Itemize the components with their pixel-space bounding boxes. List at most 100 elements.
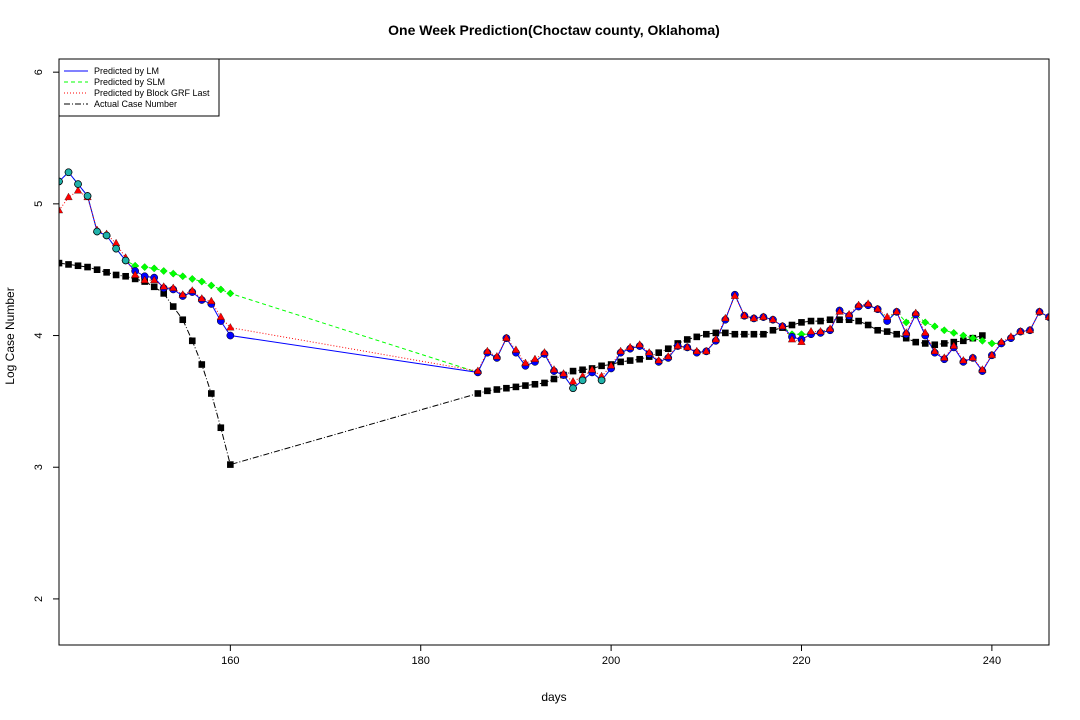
data-point-grf: [797, 337, 806, 345]
data-point-grf: [207, 296, 216, 305]
data-point-actual: [550, 375, 558, 383]
data-point-actual: [103, 269, 110, 276]
data-point-slm: [968, 334, 977, 343]
data-point-grf: [892, 307, 901, 315]
data-point-actual: [807, 317, 815, 325]
data-point-actual: [493, 386, 501, 393]
y-tick-label: 4: [33, 332, 45, 338]
data-point-actual: [931, 341, 939, 349]
data-point-grf: [787, 334, 797, 343]
legend-label-actual: Actual Case Number: [94, 99, 177, 109]
x-axis-label: days: [541, 690, 566, 704]
data-point-actual: [122, 272, 129, 280]
data-point-actual: [636, 355, 643, 363]
y-tick-label: 3: [33, 464, 45, 470]
data-point-grf: [178, 290, 187, 298]
x-tick-label: 180: [412, 655, 430, 667]
data-point-grf: [759, 312, 768, 320]
y-tick-label: 2: [33, 596, 45, 602]
data-point-grf: [873, 304, 882, 312]
data-point-grf: [530, 354, 540, 362]
data-point-actual: [693, 333, 701, 341]
data-point-grf: [835, 307, 844, 315]
data-point-actual: [703, 330, 710, 338]
data-point-lm-slm-overlap: [59, 177, 63, 186]
data-point-actual: [227, 461, 234, 468]
data-point-actual: [731, 330, 739, 338]
data-point-slm: [159, 267, 168, 275]
data-point-actual: [484, 387, 491, 395]
data-point-grf: [159, 282, 168, 290]
data-point-actual: [65, 261, 72, 268]
data-point-grf: [216, 312, 225, 320]
data-point-lm-slm-overlap: [578, 376, 587, 385]
data-point-lm-slm-overlap: [102, 231, 111, 240]
data-point-grf: [540, 348, 549, 356]
data-point-grf: [654, 356, 663, 364]
data-point-actual: [188, 337, 196, 345]
data-point-grf: [921, 328, 930, 336]
data-point-actual: [169, 303, 177, 310]
data-point-actual: [655, 349, 663, 356]
data-point-grf: [778, 321, 787, 330]
data-point-grf: [959, 356, 968, 364]
data-point-grf: [549, 365, 559, 373]
data-point-grf: [1006, 332, 1015, 340]
data-point-slm: [197, 277, 206, 286]
data-point-actual: [960, 337, 967, 345]
data-point-grf: [131, 270, 140, 278]
data-point-grf: [492, 352, 501, 360]
data-point-grf: [73, 186, 83, 194]
data-point-actual: [836, 316, 843, 324]
y-tick-label: 6: [33, 69, 45, 75]
plot-frame: [58, 58, 1050, 646]
data-point-grf: [987, 350, 996, 359]
data-point-actual: [769, 326, 777, 334]
data-point-grf: [683, 342, 692, 351]
data-point-grf: [626, 342, 635, 351]
data-point-slm: [226, 289, 235, 298]
data-point-actual: [979, 332, 986, 339]
data-point-grf: [588, 365, 597, 373]
data-point-actual: [874, 326, 881, 334]
data-point-slm: [207, 281, 216, 290]
data-point-grf: [521, 358, 530, 366]
data-point-actual: [208, 390, 215, 397]
data-point-actual: [902, 334, 910, 342]
data-point-slm: [169, 269, 178, 278]
data-point-grf: [1016, 327, 1025, 335]
data-point-grf: [864, 299, 873, 307]
data-point-actual: [522, 382, 529, 389]
data-point-slm: [949, 328, 958, 337]
data-point-actual: [59, 259, 63, 267]
data-point-grf: [607, 361, 616, 369]
data-point-grf: [559, 369, 568, 377]
data-point-lm-slm-overlap: [83, 192, 92, 200]
legend-label-grf: Predicted by Block GRF Last: [94, 88, 210, 98]
data-point-actual: [569, 367, 577, 375]
data-point-actual: [198, 361, 206, 368]
data-point-actual: [817, 317, 824, 325]
data-point-grf: [911, 308, 920, 316]
data-point-actual: [722, 329, 729, 337]
data-point-actual: [864, 321, 872, 329]
data-point-actual: [512, 383, 520, 391]
data-point-grf: [616, 346, 625, 355]
legend: Predicted by LM Predicted by SLM Predict…: [58, 58, 220, 117]
data-point-slm: [902, 318, 911, 327]
data-point-grf: [768, 315, 777, 323]
data-point-grf: [568, 377, 578, 385]
data-point-lm-slm-overlap: [597, 376, 606, 385]
data-point-lm-slm-overlap: [64, 168, 73, 176]
data-point-actual: [131, 275, 139, 283]
data-point-actual: [617, 358, 624, 366]
chart-title: One Week Prediction(Choctaw county, Okla…: [388, 22, 720, 38]
data-point-grf: [1035, 307, 1044, 315]
data-point-grf: [940, 353, 949, 361]
data-point-actual: [826, 316, 834, 324]
data-point-grf: [169, 283, 178, 291]
data-point-actual: [93, 266, 101, 273]
axis-ticks: 160 180 200 220 240 2 3 4 5 6: [33, 69, 1001, 667]
